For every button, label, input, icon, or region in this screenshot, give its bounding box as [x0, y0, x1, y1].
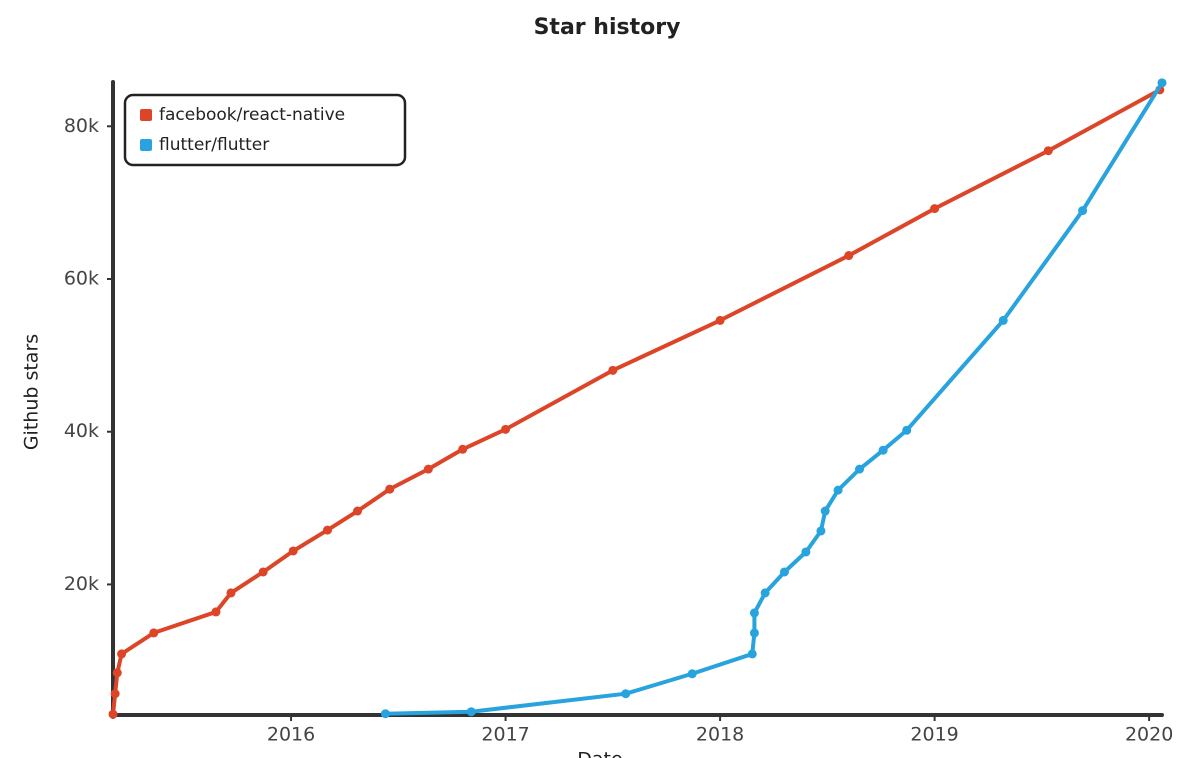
data-point [112, 668, 122, 678]
data-point [930, 204, 940, 214]
data-point [423, 464, 433, 474]
y-axis-label: Github stars [21, 334, 43, 450]
data-point [117, 649, 127, 659]
data-point [385, 484, 395, 494]
legend-label: facebook/react-native [159, 105, 345, 125]
data-point [1043, 146, 1053, 156]
data-point [501, 424, 511, 434]
data-point [998, 315, 1008, 325]
data-point [380, 709, 390, 719]
x-tick-label: 2016 [267, 724, 315, 746]
data-point [820, 506, 830, 516]
data-point [458, 444, 468, 454]
data-point [258, 567, 268, 577]
y-tick-label: 60k [64, 268, 99, 290]
data-point [1157, 78, 1167, 88]
x-tick-label: 2019 [910, 724, 958, 746]
data-point [816, 526, 826, 536]
data-point [779, 567, 789, 577]
data-point [855, 464, 865, 474]
data-point [149, 628, 159, 638]
data-point [608, 365, 618, 375]
data-point [466, 707, 476, 717]
x-tick-label: 2018 [696, 724, 744, 746]
data-point [715, 315, 725, 325]
legend-label: flutter/flutter [159, 135, 269, 155]
legend-swatch [140, 139, 152, 151]
data-point [323, 525, 333, 535]
data-point [226, 588, 236, 598]
data-point [902, 425, 912, 435]
legend: facebook/react-native flutter/flutter [123, 93, 407, 167]
legend-box [123, 93, 407, 167]
x-tick-label: 2020 [1125, 724, 1173, 746]
data-point [1078, 206, 1088, 216]
x-axis-label: Date [577, 749, 622, 758]
data-point [844, 251, 854, 261]
data-point [110, 689, 120, 699]
chart-title: Star history [534, 15, 681, 40]
data-point [288, 546, 298, 556]
data-point [833, 485, 843, 495]
data-point [108, 709, 118, 719]
data-point [211, 607, 221, 617]
data-point [747, 649, 757, 659]
data-point [749, 608, 759, 618]
legend-swatch [140, 109, 152, 121]
x-tick-label: 2017 [481, 724, 529, 746]
data-point [801, 547, 811, 557]
data-point [687, 669, 697, 679]
series-line [383, 80, 1164, 716]
data-point [749, 628, 759, 638]
series-line [111, 87, 1162, 717]
y-tick-label: 80k [64, 115, 99, 137]
data-point [621, 689, 631, 699]
y-tick-label: 40k [64, 420, 99, 442]
y-tick-label: 20k [64, 573, 99, 595]
data-point [760, 588, 770, 598]
data-point [353, 506, 363, 516]
data-point [878, 445, 888, 455]
